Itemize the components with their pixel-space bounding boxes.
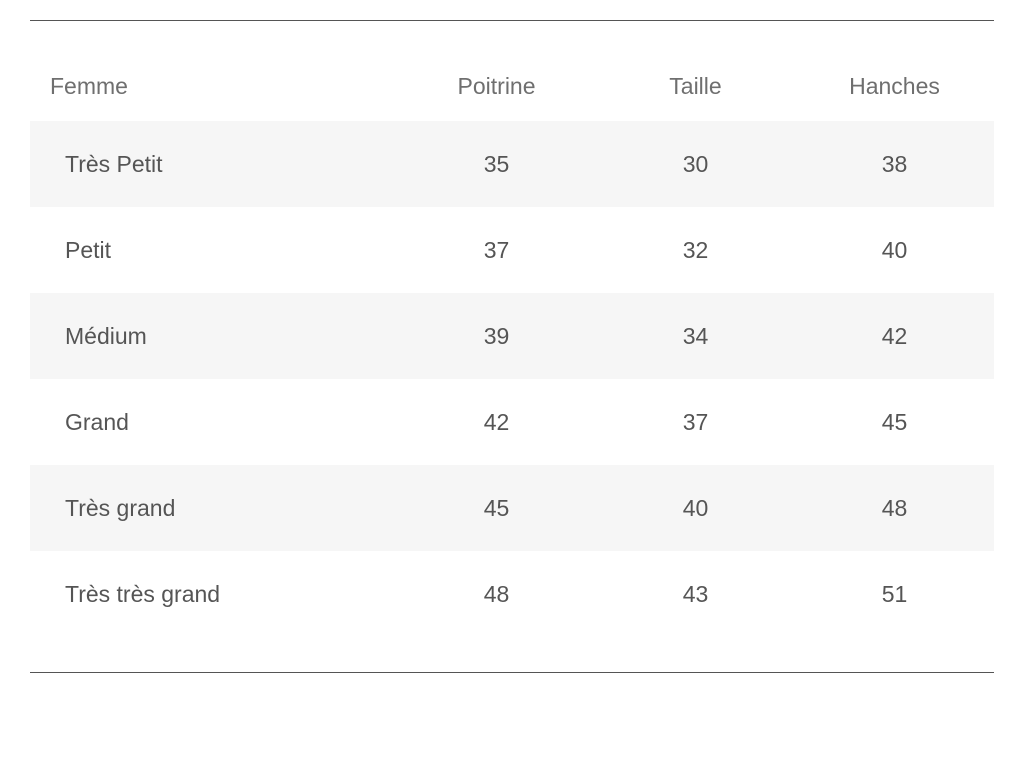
table-header-row: Femme Poitrine Taille Hanches bbox=[30, 51, 994, 121]
hips-cell: 40 bbox=[795, 207, 994, 293]
waist-cell: 30 bbox=[596, 121, 795, 207]
size-label-cell: Grand bbox=[30, 379, 397, 465]
header-waist: Taille bbox=[596, 51, 795, 121]
bust-cell: 42 bbox=[397, 379, 596, 465]
top-rule bbox=[30, 20, 994, 21]
header-size-label: Femme bbox=[30, 51, 397, 121]
table-row: Très très grand 48 43 51 bbox=[30, 551, 994, 637]
size-chart-container: Femme Poitrine Taille Hanches Très Petit… bbox=[30, 20, 994, 673]
bust-cell: 39 bbox=[397, 293, 596, 379]
waist-cell: 43 bbox=[596, 551, 795, 637]
table-row: Très Petit 35 30 38 bbox=[30, 121, 994, 207]
waist-cell: 40 bbox=[596, 465, 795, 551]
table-row: Petit 37 32 40 bbox=[30, 207, 994, 293]
hips-cell: 51 bbox=[795, 551, 994, 637]
bottom-rule bbox=[30, 672, 994, 673]
hips-cell: 48 bbox=[795, 465, 994, 551]
hips-cell: 42 bbox=[795, 293, 994, 379]
hips-cell: 38 bbox=[795, 121, 994, 207]
header-bust: Poitrine bbox=[397, 51, 596, 121]
bust-cell: 45 bbox=[397, 465, 596, 551]
table-row: Médium 39 34 42 bbox=[30, 293, 994, 379]
table-row: Grand 42 37 45 bbox=[30, 379, 994, 465]
size-label-cell: Très Petit bbox=[30, 121, 397, 207]
size-label-cell: Petit bbox=[30, 207, 397, 293]
header-hips: Hanches bbox=[795, 51, 994, 121]
bust-cell: 35 bbox=[397, 121, 596, 207]
hips-cell: 45 bbox=[795, 379, 994, 465]
table-row: Très grand 45 40 48 bbox=[30, 465, 994, 551]
size-label-cell: Très très grand bbox=[30, 551, 397, 637]
waist-cell: 32 bbox=[596, 207, 795, 293]
size-label-cell: Très grand bbox=[30, 465, 397, 551]
size-chart-table: Femme Poitrine Taille Hanches Très Petit… bbox=[30, 51, 994, 637]
bust-cell: 48 bbox=[397, 551, 596, 637]
size-label-cell: Médium bbox=[30, 293, 397, 379]
waist-cell: 34 bbox=[596, 293, 795, 379]
waist-cell: 37 bbox=[596, 379, 795, 465]
bust-cell: 37 bbox=[397, 207, 596, 293]
